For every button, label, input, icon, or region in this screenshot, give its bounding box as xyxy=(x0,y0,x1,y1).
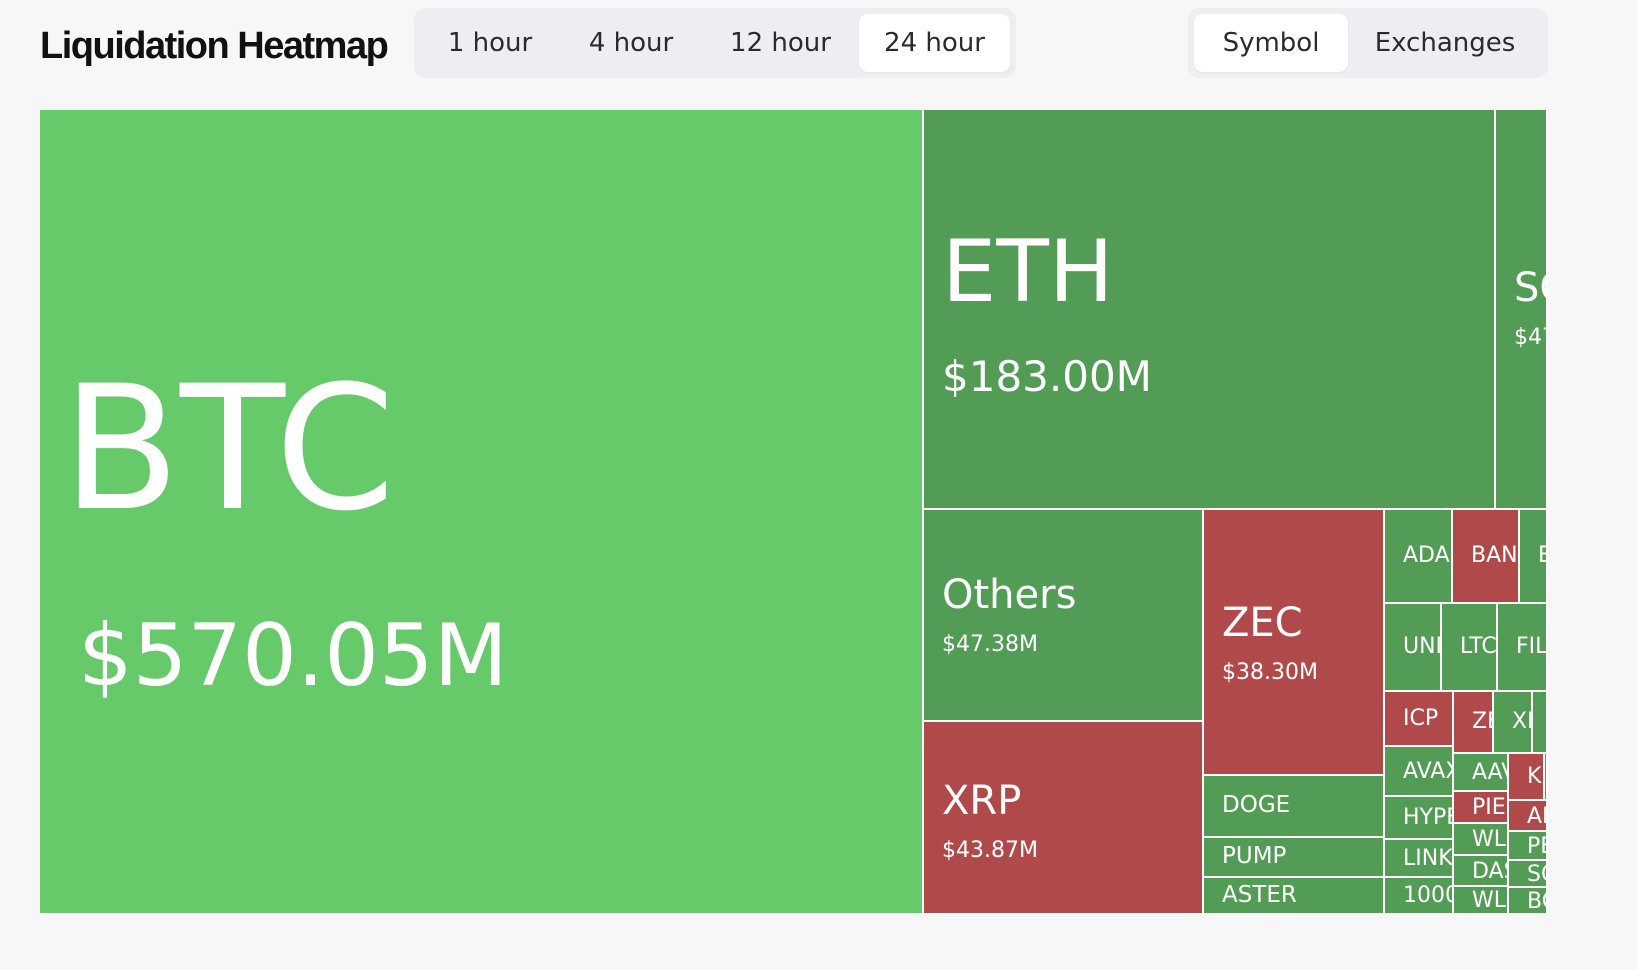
heatmap-tile-pie[interactable]: PIE xyxy=(1454,792,1509,824)
tile-symbol: PIE xyxy=(1472,795,1506,820)
tile-symbol: ETH xyxy=(942,222,1114,322)
tile-symbol: ICP xyxy=(1403,706,1439,731)
tile-symbol: HYPE xyxy=(1403,805,1452,830)
heatmap-tile-zec[interactable]: ZEC $38.30M xyxy=(1204,510,1385,776)
time-range-24-hour-button[interactable]: 24 hour xyxy=(859,14,1010,72)
tile-symbol: PUMP xyxy=(1222,843,1287,869)
tile-symbol: ADA xyxy=(1403,543,1450,568)
heatmap-tile-k[interactable]: K xyxy=(1509,754,1545,801)
heatmap-tile-avax[interactable]: AVAX xyxy=(1385,747,1454,797)
time-range-12-hour-button[interactable]: 12 hour xyxy=(730,28,831,58)
heatmap-tile-doge[interactable]: DOGE xyxy=(1204,776,1385,838)
tile-symbol: BTC xyxy=(62,348,396,549)
heatmap-tile-ltc[interactable]: LTC xyxy=(1442,604,1498,692)
tile-symbol: ZEC xyxy=(1222,600,1303,646)
heatmap-tile-unlabeled[interactable] xyxy=(1533,692,1548,754)
tile-symbol: AI xyxy=(1527,804,1548,829)
page-title: Liquidation Heatmap xyxy=(40,25,389,67)
heatmap-tile-others[interactable]: Others $47.38M xyxy=(924,510,1204,722)
tile-symbol: LINK xyxy=(1403,846,1453,871)
tile-symbol: XRP xyxy=(942,778,1022,824)
heatmap-tile-bo[interactable]: BO xyxy=(1509,888,1548,915)
tile-symbol: E xyxy=(1538,543,1546,568)
tile-symbol: WL xyxy=(1472,827,1507,852)
heatmap-tile-btc[interactable]: BTC $570.05M xyxy=(40,110,924,915)
exchanges-view-button[interactable]: Exchanges xyxy=(1374,28,1516,58)
heatmap-tile-wl-2[interactable]: WL xyxy=(1454,887,1509,915)
tile-symbol: DAS xyxy=(1472,859,1507,884)
tile-symbol: ZE xyxy=(1472,709,1492,734)
tile-amount: $183.00M xyxy=(942,352,1152,401)
heatmap-tile-hype[interactable]: HYPE xyxy=(1385,797,1454,840)
tile-symbol: SO xyxy=(1514,265,1546,311)
heatmap-tile-ban[interactable]: BAN xyxy=(1453,510,1520,604)
tile-amount: $47.38M xyxy=(942,632,1038,657)
tile-symbol: BAN xyxy=(1471,543,1518,568)
tile-symbol: LTC xyxy=(1460,634,1497,659)
heatmap-tile-ze[interactable]: ZE xyxy=(1454,692,1494,754)
heatmap-tile-aster[interactable]: ASTER xyxy=(1204,878,1385,915)
tile-symbol: ASTER xyxy=(1222,882,1297,908)
tile-symbol: AAV xyxy=(1472,760,1507,785)
heatmap-tile-icp[interactable]: ICP xyxy=(1385,692,1454,747)
time-range-1-hour-button[interactable]: 1 hour xyxy=(447,28,533,58)
tile-symbol: WL xyxy=(1472,888,1507,913)
heatmap-tile-eth[interactable]: ETH $183.00M xyxy=(924,110,1496,510)
tile-amount: $43.87M xyxy=(942,838,1038,863)
tile-symbol: K xyxy=(1527,764,1542,789)
heatmap-tile-xrp[interactable]: XRP $43.87M xyxy=(924,722,1204,915)
heatmap-tile-xi[interactable]: XI xyxy=(1494,692,1533,754)
heatmap-tile-ai[interactable]: AI xyxy=(1509,801,1548,832)
view-selector: Symbol Exchanges xyxy=(1188,8,1548,78)
tile-symbol: AVAX xyxy=(1403,759,1452,784)
heatmap-tile-1000[interactable]: 1000 xyxy=(1385,878,1454,915)
heatmap-tile-link[interactable]: LINK xyxy=(1385,840,1454,878)
heatmap-tile-pe[interactable]: PE xyxy=(1509,832,1548,861)
symbol-view-button[interactable]: Symbol xyxy=(1194,14,1348,72)
heatmap-tile-uni[interactable]: UNI xyxy=(1385,604,1442,692)
time-range-selector: 1 hour 4 hour 12 hour 24 hour xyxy=(414,8,1016,78)
heatmap-tile-das[interactable]: DAS xyxy=(1454,856,1509,887)
heatmap-tile-so-small[interactable]: SO xyxy=(1509,861,1548,888)
liquidation-heatmap: BTC $570.05M ETH $183.00M SO $47 Others … xyxy=(40,110,1548,915)
tile-symbol: UNI xyxy=(1403,634,1442,659)
tile-symbol: 1000 xyxy=(1403,883,1454,908)
tile-symbol: XI xyxy=(1512,709,1533,734)
heatmap-tile-ada[interactable]: ADA xyxy=(1385,510,1453,604)
tile-symbol: PE xyxy=(1527,834,1546,859)
time-range-4-hour-button[interactable]: 4 hour xyxy=(588,28,674,58)
tile-symbol: FIL xyxy=(1516,634,1548,659)
heatmap-tile-unlabeled[interactable] xyxy=(1545,754,1548,801)
tile-symbol: Others xyxy=(942,572,1077,618)
tile-amount: $570.05M xyxy=(78,606,508,706)
heatmap-tile-so[interactable]: SO $47 xyxy=(1496,110,1548,510)
heatmap-tile-fil[interactable]: FIL xyxy=(1498,604,1548,692)
tile-symbol: SO xyxy=(1527,862,1546,887)
heatmap-tile-e[interactable]: E xyxy=(1520,510,1548,604)
heatmap-tile-pump[interactable]: PUMP xyxy=(1204,838,1385,878)
heatmap-tile-wl[interactable]: WL xyxy=(1454,824,1509,856)
tile-amount: $47 xyxy=(1514,325,1546,350)
heatmap-tile-aav[interactable]: AAV xyxy=(1454,754,1509,792)
tile-symbol: DOGE xyxy=(1222,792,1291,818)
tile-symbol: BO xyxy=(1527,889,1546,914)
tile-amount: $38.30M xyxy=(1222,660,1318,685)
